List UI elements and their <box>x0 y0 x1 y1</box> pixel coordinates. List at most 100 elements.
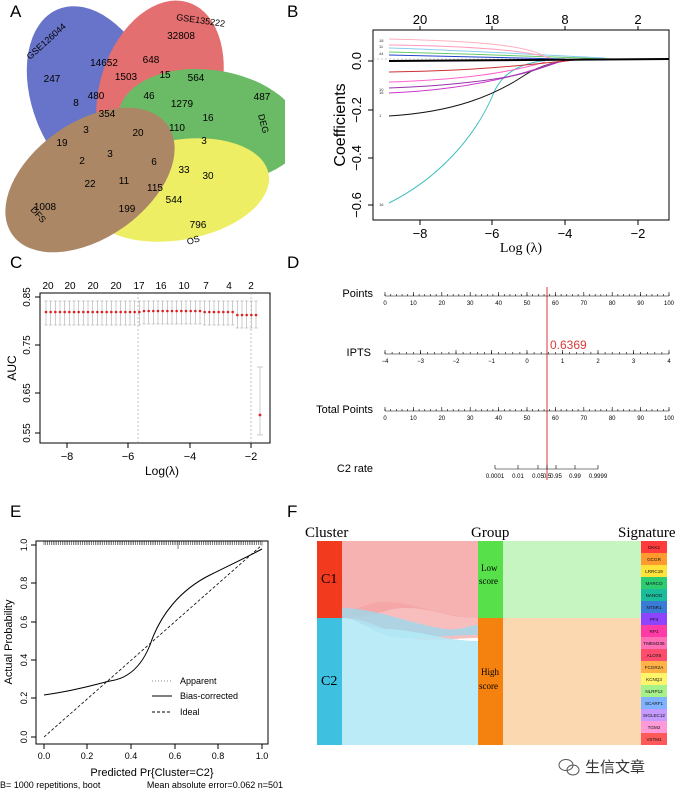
axis-tick-label: −2 <box>453 359 461 365</box>
y-axis-label: AUC <box>5 355 19 381</box>
auc-point <box>138 310 141 314</box>
svg-text:44: 44 <box>379 51 384 56</box>
legend-item: Bias-corrected <box>180 691 238 701</box>
top-tick-label: 20 <box>87 281 99 292</box>
signature-node <box>641 553 667 565</box>
x-tick-label: −4 <box>184 451 197 463</box>
x-axis-label: Log(λ) <box>145 464 179 478</box>
auc-point <box>161 309 164 313</box>
auc-point <box>124 310 127 314</box>
venn-set-label: DEG <box>256 113 271 134</box>
axis-tick-label: 10 <box>410 416 417 422</box>
top-tick-label: 2 <box>634 12 641 27</box>
axis-tick-label: 0.9999 <box>589 474 608 480</box>
y-tick-label: 0.6 <box>19 616 29 629</box>
panel-label-c: C <box>10 253 23 272</box>
venn-count: 3 <box>83 125 89 136</box>
x-tick-label: 1.0 <box>256 751 269 761</box>
auc-point <box>63 310 66 314</box>
venn-count: 354 <box>99 109 116 120</box>
y-tick-label: 0.0 <box>349 52 364 70</box>
x-tick-label: −8 <box>413 226 428 241</box>
signature-node <box>641 637 667 649</box>
auc-point <box>175 309 178 313</box>
group-label: score <box>479 576 498 586</box>
signature-label: DKK2 <box>648 545 660 550</box>
cluster-c2-node <box>317 618 342 745</box>
venn-count: 6 <box>151 157 157 168</box>
axis-tick-label: 100 <box>664 416 675 422</box>
nomogram-value: 0.6369 <box>550 338 587 352</box>
top-tick-label: 18 <box>485 12 499 27</box>
top-tick-label: 17 <box>133 281 145 292</box>
axis-tick-label: −3 <box>417 359 425 365</box>
venn-count: 11 <box>119 176 130 187</box>
auc-point <box>72 310 76 314</box>
venn-count: 46 <box>143 91 155 102</box>
axis-tick-label: 0.01 <box>512 474 524 480</box>
venn-count: 2 <box>79 156 85 167</box>
axis-tick-label: 0.05 <box>532 474 544 480</box>
panel-label-d: D <box>287 253 300 272</box>
apparent-curve <box>43 548 263 696</box>
venn-count: 487 <box>254 92 271 103</box>
x-tick-label: 0.8 <box>212 751 225 761</box>
axis-tick-label: 0.99 <box>569 474 581 480</box>
axis-tick-label: 0.0001 <box>486 474 505 480</box>
signature-label: TGM2 <box>648 725 661 730</box>
axis-tick-label: 3 <box>632 359 636 365</box>
axis-tick-label: 60 <box>552 301 559 307</box>
top-tick-label: 20 <box>413 12 427 27</box>
venn-count: 796 <box>190 220 207 231</box>
group-label: Low <box>481 563 498 573</box>
auc-point <box>82 310 85 314</box>
signature-label: KCNQ3 <box>646 677 662 682</box>
x-tick-label: 0.6 <box>169 751 182 761</box>
axis-tick-label: 2 <box>596 359 600 365</box>
x-tick-label: −6 <box>485 226 500 241</box>
auc-point <box>86 310 90 314</box>
x-axis-label: Log (λ) <box>500 241 543 255</box>
axis-tick-label: 20 <box>438 416 445 422</box>
auc-point <box>44 310 48 314</box>
auc-point <box>105 310 108 314</box>
venn-count: 110 <box>169 123 185 134</box>
axis-tick-label: 0 <box>383 416 387 422</box>
signature-node <box>641 673 667 685</box>
auc-point <box>222 310 225 314</box>
signature-label: NLRP12 <box>645 689 663 694</box>
signature-label: FCGR2A <box>645 665 665 670</box>
svg-text:18: 18 <box>379 38 384 43</box>
signature-node <box>641 565 667 577</box>
auc-cv-plot: 20 20 20 20 17 16 10 7 4 2 −8 −6 −4 −2 L… <box>5 281 271 478</box>
venn-count: 544 <box>166 195 183 206</box>
y-tick-label: −0.6 <box>349 192 364 218</box>
group-high-node <box>478 618 503 745</box>
legend-item: Apparent <box>180 676 217 686</box>
auc-point <box>212 310 216 314</box>
axis-tick-label: 0.95 <box>550 474 562 480</box>
y-axis-label: Actual Probability <box>3 599 15 684</box>
auc-point <box>194 309 197 313</box>
panel-label-a: A <box>10 2 22 21</box>
auc-point <box>250 313 253 317</box>
svg-text:16: 16 <box>379 202 384 207</box>
signature-node <box>641 733 667 745</box>
calibration-plot: 0.0 0.2 0.4 0.6 0.8 1.0 Predicted Pr{Clu… <box>0 539 283 790</box>
auc-error-bars <box>44 300 258 329</box>
y-tick-label: 0.85 <box>22 287 33 307</box>
venn-set-label: OS <box>186 233 201 247</box>
signature-label: SIGLEC12 <box>643 713 665 718</box>
svg-text:11: 11 <box>379 44 384 49</box>
y-tick-label: 0.8 <box>19 577 29 590</box>
signature-label: NTSR1 <box>646 605 662 610</box>
auc-point <box>133 310 136 314</box>
auc-point <box>128 310 132 314</box>
venn-count: 15 <box>159 70 171 81</box>
y-tick-label: 0.4 <box>19 654 29 667</box>
y-tick-label: 0.65 <box>22 383 33 403</box>
venn-diagram: GSE126044 GSE135222 DEG OS DFS 247 32808… <box>5 0 285 253</box>
venn-count: 564 <box>188 73 205 84</box>
signature-label: RP1 <box>650 629 659 634</box>
axis-tick-label: 0 <box>383 301 387 307</box>
